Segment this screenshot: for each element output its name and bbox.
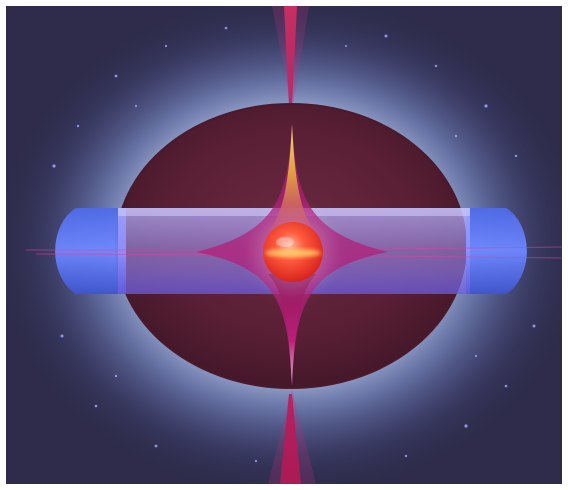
star-core-artwork: [6, 6, 562, 484]
core-highlight: [276, 237, 294, 247]
core-equator-glow: [265, 249, 321, 257]
polar-jet-top: [284, 6, 297, 106]
polar-jet-top-glow: [272, 6, 309, 111]
cusp-bottom: [268, 274, 316, 386]
polar-jet-bottom: [280, 394, 301, 484]
polar-jet-bottom-glow: [268, 389, 316, 484]
star-field: [52, 26, 536, 463]
band-cap-right: [466, 208, 527, 294]
band-cap-left: [55, 208, 127, 294]
illustration-frame: [6, 6, 562, 484]
cusp-top: [266, 124, 318, 234]
